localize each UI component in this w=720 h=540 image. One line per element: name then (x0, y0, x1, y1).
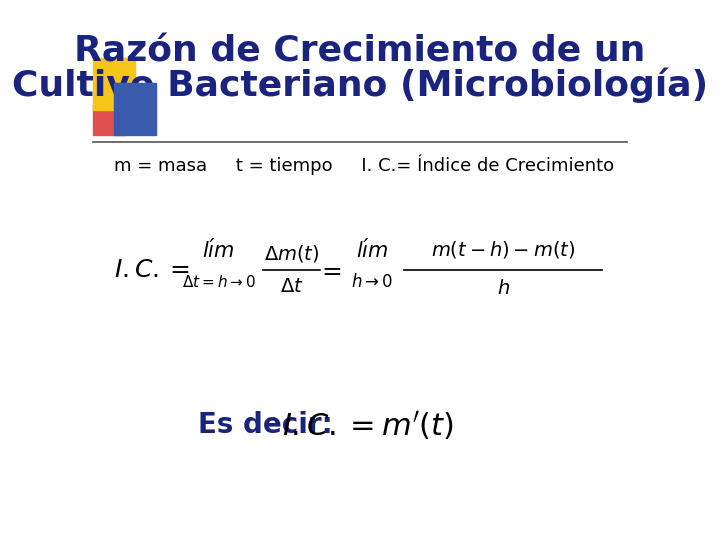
Bar (94, 58, 135, 110)
Text: Es decir:: Es decir: (199, 411, 333, 439)
Text: Cultivo Bacteriano (Microbiología): Cultivo Bacteriano (Microbiología) (12, 68, 708, 103)
Text: $l\acute{\imath}m$: $l\acute{\imath}m$ (356, 238, 388, 262)
Text: $m(t - h) - m(t)$: $m(t - h) - m(t)$ (431, 240, 575, 260)
Text: $\Delta t$: $\Delta t$ (279, 278, 303, 296)
Text: $\Delta t = h \rightarrow 0$: $\Delta t = h \rightarrow 0$ (181, 274, 256, 290)
Text: $I.C. =$: $I.C. =$ (114, 258, 189, 282)
Bar (94, 105, 125, 135)
Text: Razón de Crecimiento de un: Razón de Crecimiento de un (74, 35, 646, 69)
Bar (114, 83, 156, 135)
Text: $l\acute{\imath}m$: $l\acute{\imath}m$ (202, 238, 235, 262)
Text: $\Delta m(t)$: $\Delta m(t)$ (264, 242, 319, 264)
Text: $h$: $h$ (497, 279, 510, 298)
Text: $h \rightarrow 0$: $h \rightarrow 0$ (351, 273, 393, 291)
Text: $I.C. = m'(t)$: $I.C. = m'(t)$ (282, 408, 454, 442)
Text: m = masa     t = tiempo     I. C.= Índice de Crecimiento: m = masa t = tiempo I. C.= Índice de Cre… (114, 155, 613, 176)
Text: $=$: $=$ (317, 258, 342, 282)
